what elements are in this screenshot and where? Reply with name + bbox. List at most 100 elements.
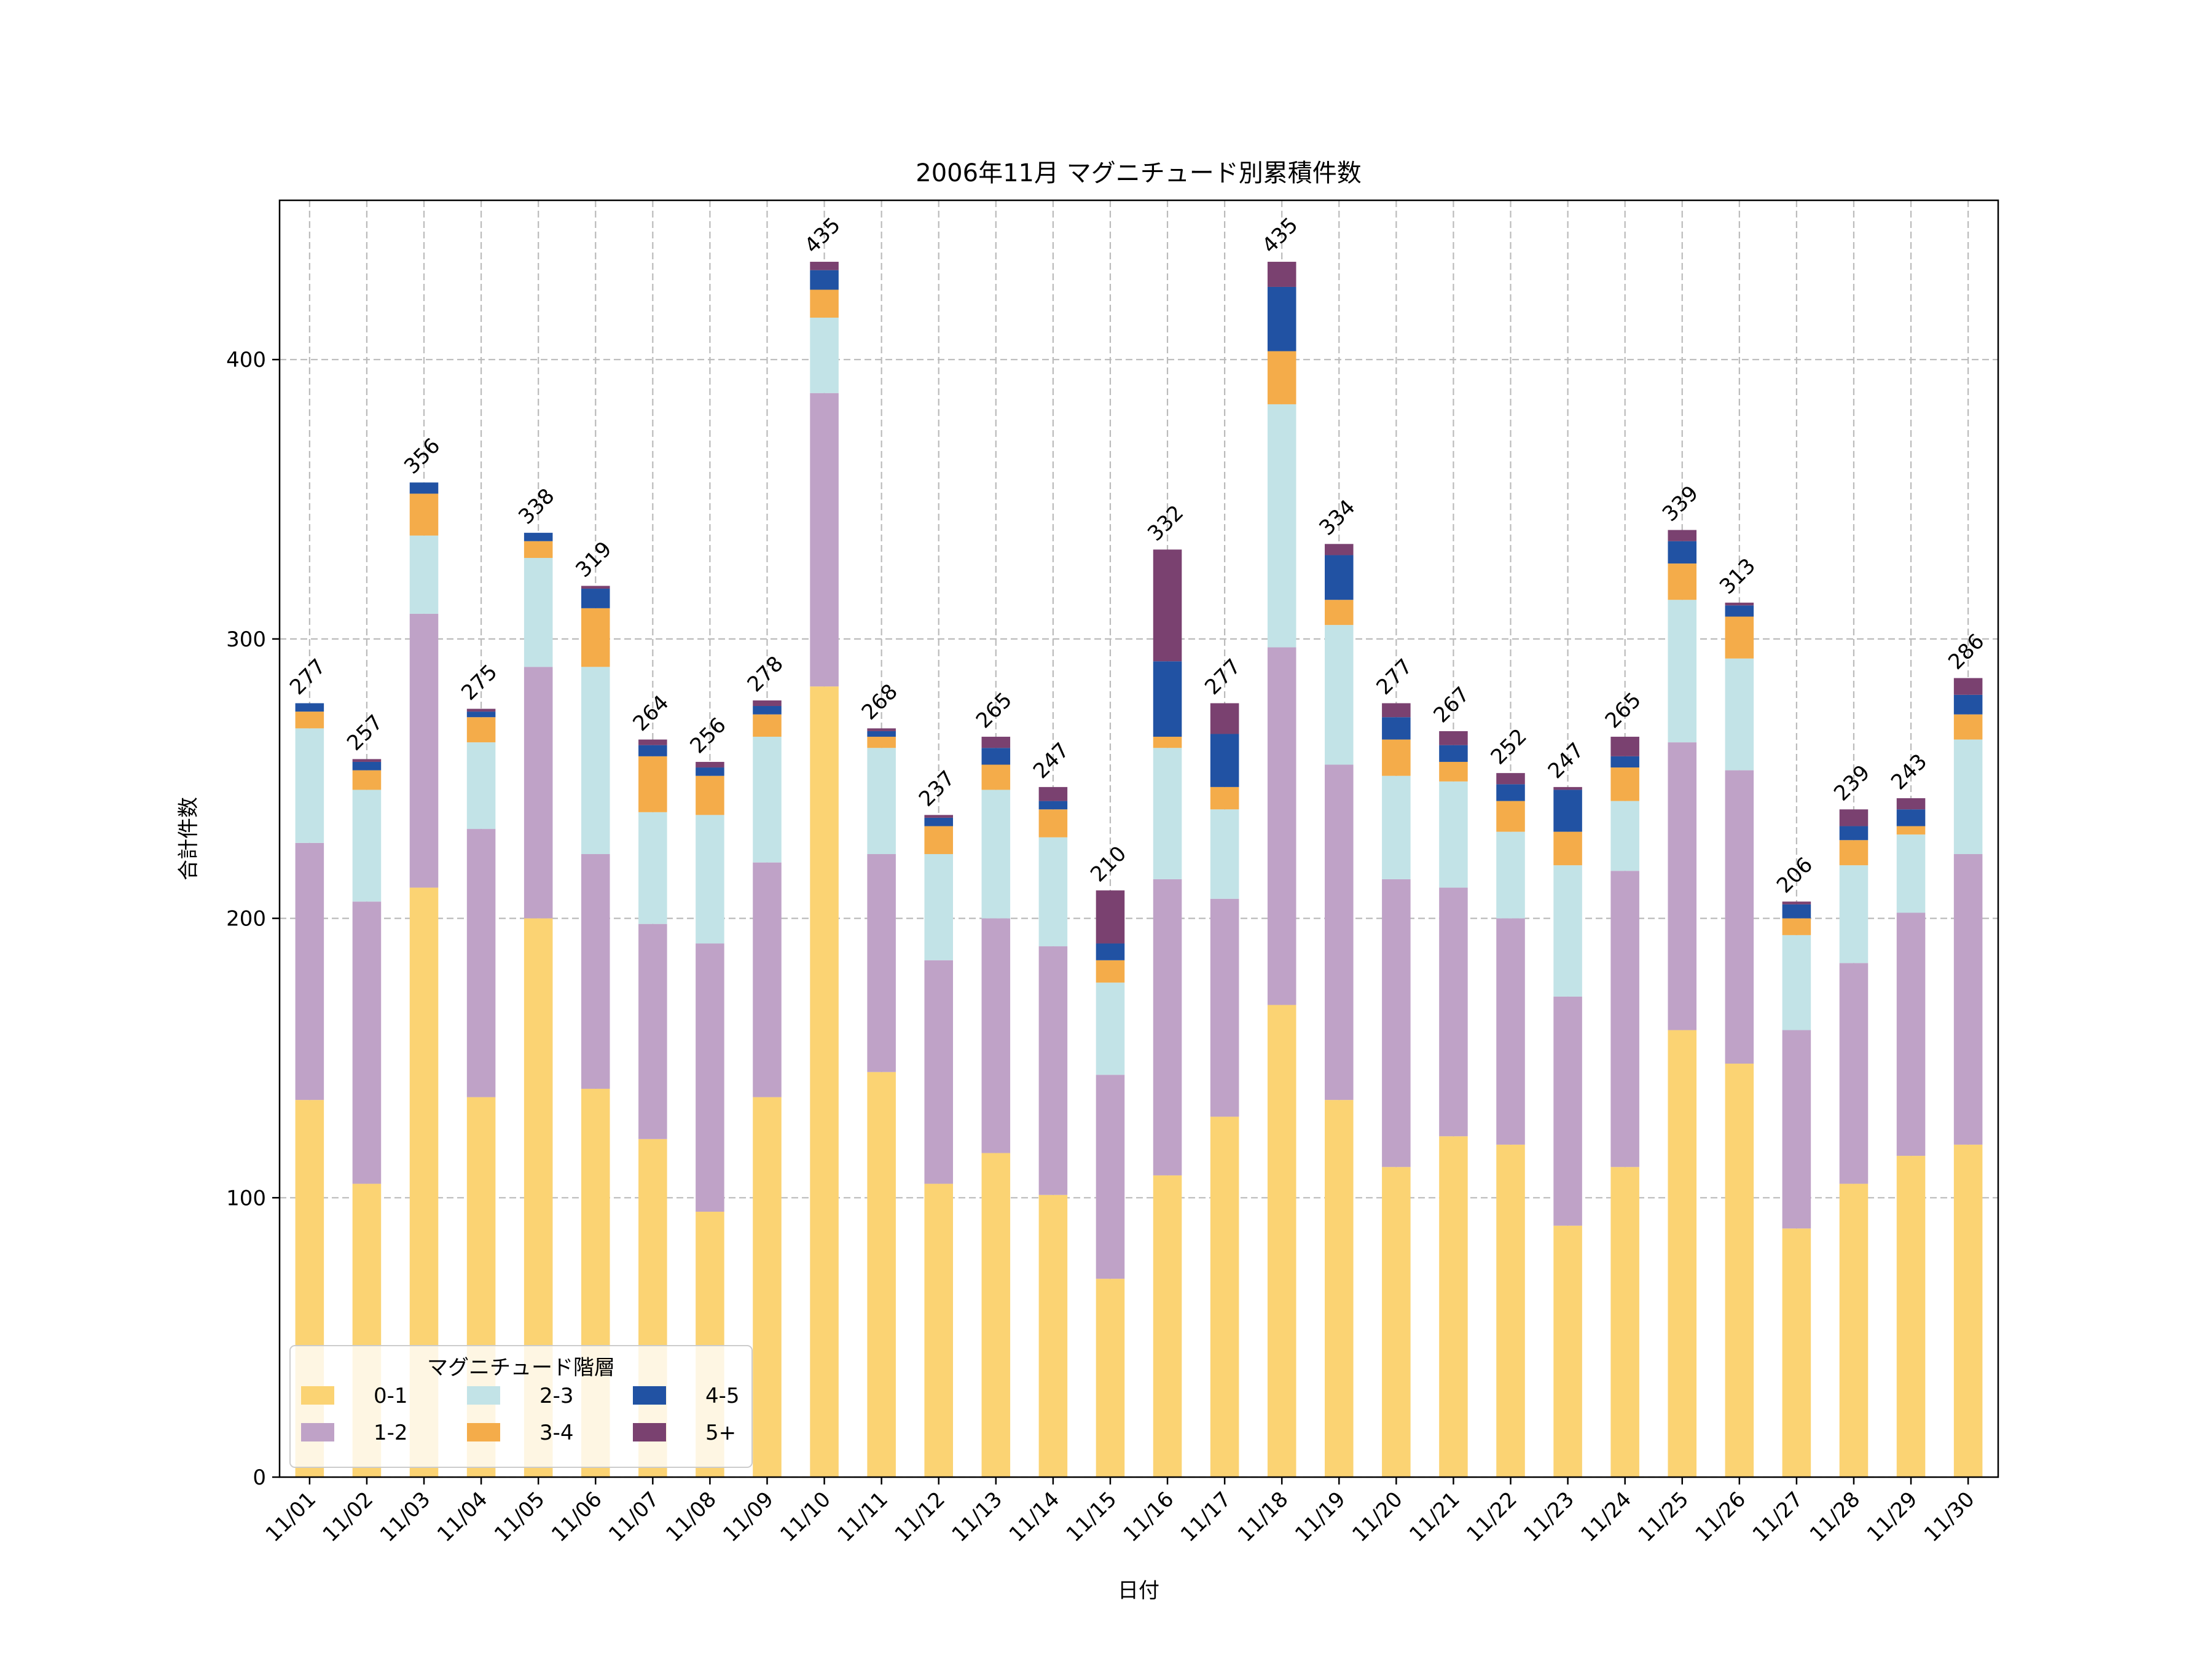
bar-segment-1-2 — [1668, 742, 1697, 1030]
legend-item-1-2[interactable]: 1-2 — [301, 1421, 408, 1445]
bar-segment-4-5 — [295, 703, 324, 712]
bar-segment-4-5 — [1038, 801, 1068, 810]
bar-segment-2-3 — [1267, 404, 1296, 648]
x-tick-label: 11/30 — [1920, 1487, 1980, 1547]
legend[interactable]: マグニチュード階層 0-1 1-2 2-3 3-4 4-5 5+ — [289, 1345, 753, 1468]
bar-segment-4-5 — [1896, 809, 1926, 826]
bar-segment-1-2 — [581, 854, 610, 1089]
legend-swatch — [467, 1423, 500, 1441]
bar-segment-4-5 — [810, 270, 839, 290]
bar-segment-5+ — [1610, 737, 1639, 756]
total-label: 206 — [1772, 852, 1818, 898]
x-tick-label: 11/02 — [318, 1487, 378, 1547]
bar-segment-4-5 — [581, 589, 610, 608]
bar-segment-0-1 — [810, 686, 839, 1477]
bar-segment-3-4 — [753, 714, 782, 737]
bar-segment-3-4 — [1439, 761, 1468, 782]
bar-segment-3-4 — [638, 756, 667, 812]
bar-segment-5+ — [1382, 703, 1411, 718]
legend-item-5+[interactable]: 5+ — [633, 1421, 736, 1445]
total-label: 239 — [1829, 760, 1875, 806]
bar-segment-3-4 — [1725, 616, 1754, 659]
bar-segment-4-5 — [924, 817, 953, 826]
total-label: 267 — [1429, 682, 1475, 728]
total-label: 275 — [457, 660, 502, 705]
bar-segment-4-5 — [1553, 790, 1582, 832]
bar-segment-4-5 — [1439, 745, 1468, 762]
x-tick-label: 11/15 — [1062, 1487, 1122, 1547]
bar-segment-2-3 — [1439, 781, 1468, 888]
x-tick-label: 11/24 — [1576, 1487, 1636, 1547]
legend-swatch — [633, 1386, 666, 1405]
legend-item-3-4[interactable]: 3-4 — [467, 1421, 574, 1445]
bar-segment-5+ — [981, 737, 1011, 748]
total-label: 247 — [1543, 738, 1589, 783]
bar-segment-4-5 — [1210, 734, 1239, 787]
total-label: 265 — [1601, 688, 1646, 733]
bar-segment-5+ — [1668, 530, 1697, 541]
total-label: 435 — [800, 213, 845, 258]
bar-segment-0-1 — [1839, 1183, 1869, 1477]
bar-segment-3-4 — [1839, 840, 1869, 866]
bar-segment-4-5 — [466, 712, 496, 718]
total-label: 268 — [857, 680, 903, 725]
x-tick-label: 11/16 — [1119, 1487, 1179, 1547]
bar-segment-0-1 — [867, 1072, 896, 1477]
bar-segment-2-3 — [753, 737, 782, 863]
bar-segment-1-2 — [1953, 854, 1983, 1145]
total-label: 237 — [914, 766, 960, 812]
bar-segment-4-5 — [696, 767, 724, 776]
total-label: 313 — [1715, 554, 1760, 599]
bar-segment-1-2 — [1782, 1030, 1811, 1229]
bar-segment-5+ — [810, 262, 839, 270]
bar-segment-5+ — [1153, 549, 1182, 662]
y-tick-label: 400 — [226, 348, 266, 372]
legend-item-0-1[interactable]: 0-1 — [301, 1384, 408, 1408]
bar-segment-2-3 — [810, 317, 839, 393]
x-tick-label: 11/23 — [1519, 1487, 1579, 1547]
x-tick-label: 11/05 — [490, 1487, 550, 1547]
bar-segment-2-3 — [981, 790, 1011, 919]
bar-segment-5+ — [1496, 773, 1525, 785]
x-tick-label: 11/22 — [1462, 1487, 1522, 1547]
legend-label: 5+ — [705, 1421, 736, 1445]
legend-item-4-5[interactable]: 4-5 — [633, 1384, 740, 1408]
bar-segment-5+ — [696, 761, 724, 768]
bar-segment-2-3 — [1382, 775, 1411, 879]
bar-segment-2-3 — [1096, 982, 1125, 1075]
x-tick-label: 11/19 — [1290, 1487, 1351, 1547]
bar-segment-2-3 — [1610, 801, 1639, 871]
x-tick-label: 11/04 — [433, 1487, 493, 1547]
bar-segment-3-4 — [1953, 714, 1983, 740]
bar-segment-4-5 — [638, 745, 667, 756]
bar-segment-2-3 — [1839, 865, 1869, 963]
legend-item-2-3[interactable]: 2-3 — [467, 1384, 574, 1408]
x-tick-label: 11/29 — [1862, 1487, 1923, 1547]
bar-segment-0-1 — [753, 1097, 782, 1477]
bar-segment-3-4 — [1553, 831, 1582, 866]
bar-segment-3-4 — [1382, 739, 1411, 776]
bar-segment-5+ — [1553, 786, 1582, 790]
bar-segment-0-1 — [924, 1183, 953, 1477]
bar-segment-1-2 — [1325, 764, 1354, 1100]
x-tick-label: 11/21 — [1405, 1487, 1465, 1547]
bar-segment-5+ — [1782, 901, 1811, 904]
total-label: 277 — [1200, 654, 1245, 700]
bar-segment-4-5 — [1839, 826, 1869, 841]
bar-segment-1-2 — [638, 924, 667, 1139]
x-tick-label: 11/27 — [1748, 1487, 1808, 1547]
bar-segment-1-2 — [1267, 647, 1296, 1005]
x-axis: 11/0111/0211/0311/0411/0511/0611/0711/08… — [261, 1477, 1980, 1547]
x-tick-label: 11/10 — [775, 1487, 836, 1547]
plot-frame — [278, 199, 1999, 1478]
bar-segment-3-4 — [524, 541, 553, 559]
bar-segment-2-3 — [295, 728, 324, 843]
bar-segment-1-2 — [1210, 898, 1239, 1117]
legend-swatch — [467, 1386, 500, 1405]
bar-segment-1-2 — [1553, 996, 1582, 1226]
bar-segment-3-4 — [696, 775, 724, 815]
bar-segment-1-2 — [753, 862, 782, 1097]
bar-segment-0-1 — [1439, 1136, 1468, 1477]
bar-segment-3-4 — [1782, 918, 1811, 935]
bar-segment-1-2 — [981, 918, 1011, 1153]
